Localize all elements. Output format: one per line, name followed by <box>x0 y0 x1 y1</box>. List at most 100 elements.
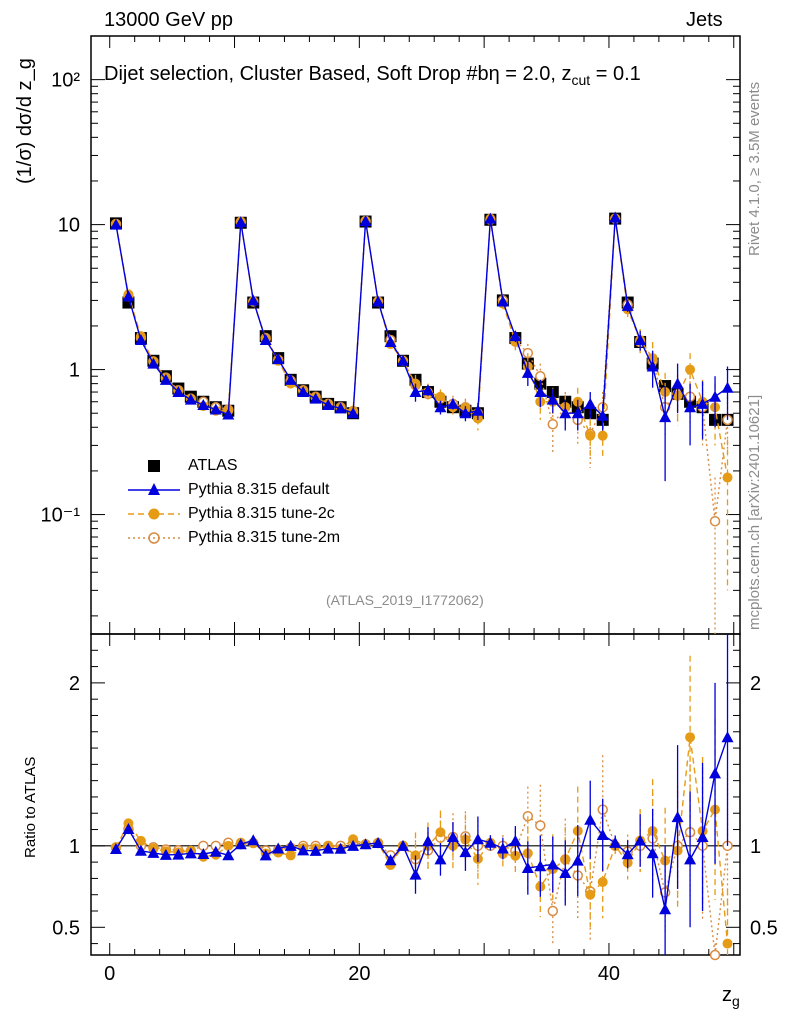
default-point <box>134 333 147 345</box>
energy-label: 13000 GeV pp <box>104 9 233 31</box>
default-point <box>621 299 634 311</box>
default-ratio-point <box>484 836 497 848</box>
tune-2c-point <box>585 430 596 441</box>
default-point <box>471 404 484 416</box>
ratio-tick-label-right: 1 <box>750 836 761 858</box>
tune-2c-point <box>722 472 733 483</box>
default-ratio-point <box>284 839 297 851</box>
tune-2c-ratio-point <box>722 938 733 949</box>
legend-label: Pythia 8.315 tune-2m <box>188 529 341 546</box>
x-tick-label: 0 <box>104 963 115 985</box>
ratio-panel-frame: 0 20 40 0.5 0.5 1 1 2 2 <box>52 633 778 985</box>
tune-2c-ratio-point <box>285 850 296 861</box>
legend-marker-atlas <box>148 460 160 472</box>
default-ratio-point <box>546 858 559 870</box>
legend: ATLAS Pythia 8.315 default Pythia 8.315 … <box>128 454 340 550</box>
default-ratio-point <box>659 903 672 915</box>
tune-2m-point <box>709 515 721 527</box>
default-line <box>115 217 728 420</box>
y-tick-label: 10⁻¹ <box>41 505 81 527</box>
tune-2c-point <box>597 430 608 441</box>
legend-marker-tune-2m <box>128 532 180 544</box>
default-point <box>434 401 447 413</box>
default-ratio-point <box>384 854 397 866</box>
default-point <box>309 392 322 404</box>
default-ratio-point <box>596 828 609 840</box>
default-point <box>709 390 722 402</box>
legend-entry-atlas: ATLAS <box>128 454 340 478</box>
default-ratio-point <box>496 842 509 854</box>
default-ratio-point <box>334 842 347 854</box>
default-ratio-point <box>309 844 322 856</box>
default-point <box>359 214 372 226</box>
default-ratio-point <box>397 839 410 851</box>
plot-title: Dijet selection, Cluster Based, Soft Dro… <box>104 63 641 88</box>
default-ratio-point <box>209 845 222 857</box>
default-point <box>222 408 235 420</box>
legend-marker-default <box>128 483 180 495</box>
tune-2c-ratio-point <box>585 889 596 900</box>
default-ratio-point <box>247 834 260 846</box>
default-point <box>272 353 285 365</box>
tune-2c-ratio-point <box>597 877 608 888</box>
default-point <box>397 354 410 366</box>
default-point <box>634 333 647 345</box>
tune-2m-ratio-point <box>535 820 546 831</box>
default-point <box>347 407 360 419</box>
default-point <box>546 393 559 405</box>
ratio-tick-label-right: 2 <box>750 673 761 695</box>
ratio-y-axis-label: Ratio to ATLAS <box>22 756 39 858</box>
default-point <box>646 360 659 372</box>
default-point <box>671 377 684 389</box>
default-point <box>322 398 335 410</box>
default-ratio-point <box>297 844 310 856</box>
default-ratio-point <box>272 842 285 854</box>
default-point <box>721 381 734 393</box>
default-ratio-point <box>621 848 634 860</box>
tune-2c-ratio-point <box>135 835 146 846</box>
default-point <box>284 373 297 385</box>
data-series <box>109 211 734 634</box>
tune-2c-ratio-point <box>348 834 359 845</box>
legend-entry-tune-2c: Pythia 8.315 tune-2c <box>128 502 340 526</box>
ratio-series <box>109 634 734 961</box>
tune-2m-ratio-point <box>547 905 559 917</box>
default-ratio-point <box>359 838 372 850</box>
default-ratio-point <box>259 849 272 861</box>
default-ratio-point <box>446 830 459 842</box>
mcplots-source-label: mcplots.cern.ch [arXiv:2401.10621] <box>746 394 763 630</box>
legend-entry-tune-2m: Pythia 8.315 tune-2m <box>128 526 340 550</box>
rivet-version-label: Rivet 4.1.0, ≥ 3.5M events <box>746 81 763 256</box>
default-point <box>409 386 422 398</box>
default-ratio-point <box>222 849 235 861</box>
tune-2c-point <box>685 364 696 375</box>
default-ratio-point <box>147 846 160 858</box>
legend-label: Pythia 8.315 default <box>188 481 330 498</box>
default-point <box>197 398 210 410</box>
default-ratio-point <box>434 853 447 865</box>
default-point <box>509 330 522 342</box>
y-tick-label: 10 <box>58 215 80 237</box>
x-tick-label: 20 <box>348 963 370 985</box>
default-ratio-point <box>184 847 197 859</box>
default-ratio-point <box>696 830 709 842</box>
default-point <box>159 373 172 385</box>
default-ratio-point <box>159 848 172 860</box>
ratio-frame-border <box>90 633 741 956</box>
default-ratio-point <box>234 838 247 850</box>
default-ratio-point <box>509 834 522 846</box>
ratio-tick-label-right: 0.5 <box>750 917 778 939</box>
y-tick-label: 10² <box>51 70 80 92</box>
default-point <box>334 402 347 414</box>
default-ratio-point <box>684 853 697 865</box>
tune-2c-ratio-point <box>685 732 696 743</box>
default-point <box>122 290 135 302</box>
default-point <box>247 294 260 306</box>
default-ratio-point <box>671 811 684 823</box>
legend-label: Pythia 8.315 tune-2c <box>188 505 335 522</box>
default-point <box>209 403 222 415</box>
default-ratio-point <box>122 822 135 834</box>
tune-2c-ratio-point <box>435 827 446 838</box>
default-ratio-point <box>322 842 335 854</box>
legend-marker-tune-2c <box>128 508 180 520</box>
